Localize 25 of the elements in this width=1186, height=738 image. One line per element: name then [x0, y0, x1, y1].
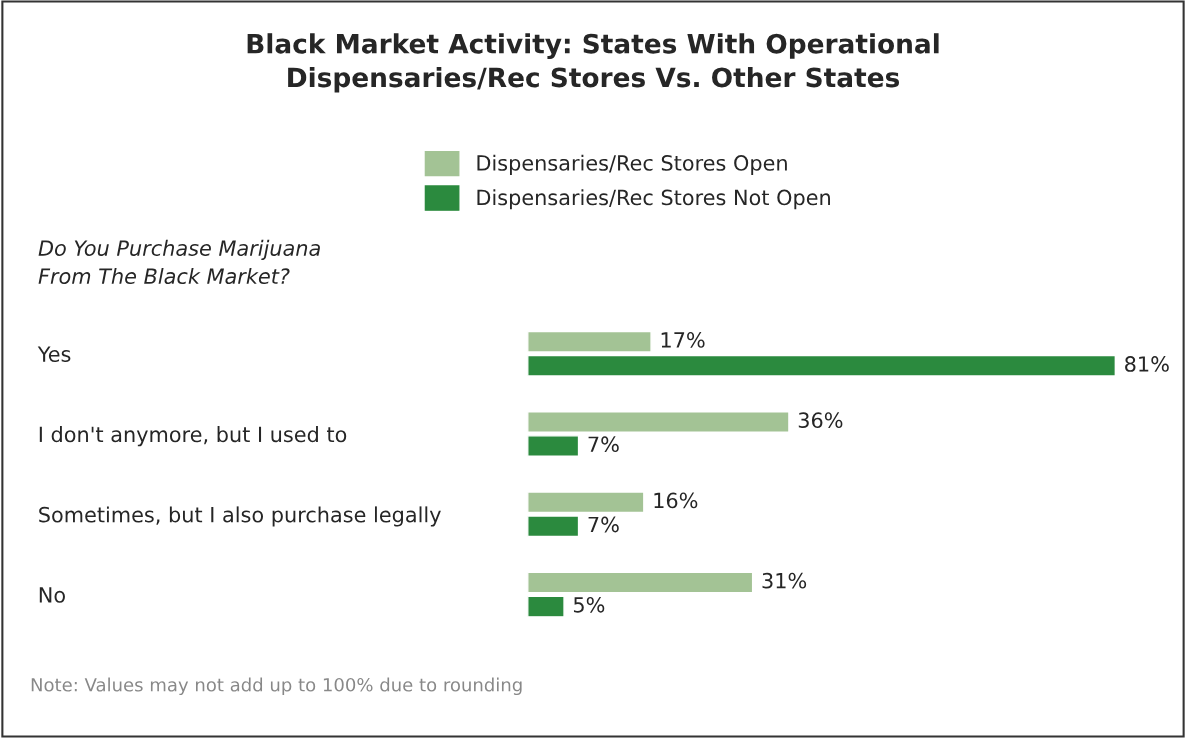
legend-label: Dispensaries/Rec Stores Not Open — [477, 189, 830, 210]
bar — [527, 491, 645, 514]
bar — [527, 330, 652, 353]
data-label: 5% — [573, 596, 605, 613]
text: Note: Values may not add up to 100% due to rounding — [31, 677, 522, 696]
chart-title: Black Market Activity: States With Operational Dispensaries/Rec Stores Vs. Other States — [247, 33, 939, 93]
bar — [527, 515, 580, 538]
y-tick-label: I don't anymore, but I used to — [39, 426, 347, 447]
y-tick-label: No — [39, 587, 65, 603]
bar — [527, 354, 1117, 377]
bar — [527, 595, 565, 618]
y-axis-title: Do You Purchase Marijuana From The Black Market? — [38, 239, 320, 285]
data-label: 81% — [1125, 356, 1169, 372]
bar — [527, 435, 580, 458]
bar — [527, 571, 754, 594]
y-tick-label: Yes — [37, 346, 71, 362]
data-label: 17% — [661, 332, 705, 348]
data-label: 7% — [588, 436, 619, 453]
bar — [527, 411, 790, 433]
data-label: 7% — [588, 516, 619, 533]
data-label: 16% — [654, 492, 698, 509]
y-tick-label: Sometimes, but I also purchase legally — [39, 506, 441, 527]
data-label: 31% — [762, 572, 807, 589]
legend-label: Dispensaries/Rec Stores Open — [477, 154, 787, 175]
data-label: 36% — [798, 412, 843, 429]
